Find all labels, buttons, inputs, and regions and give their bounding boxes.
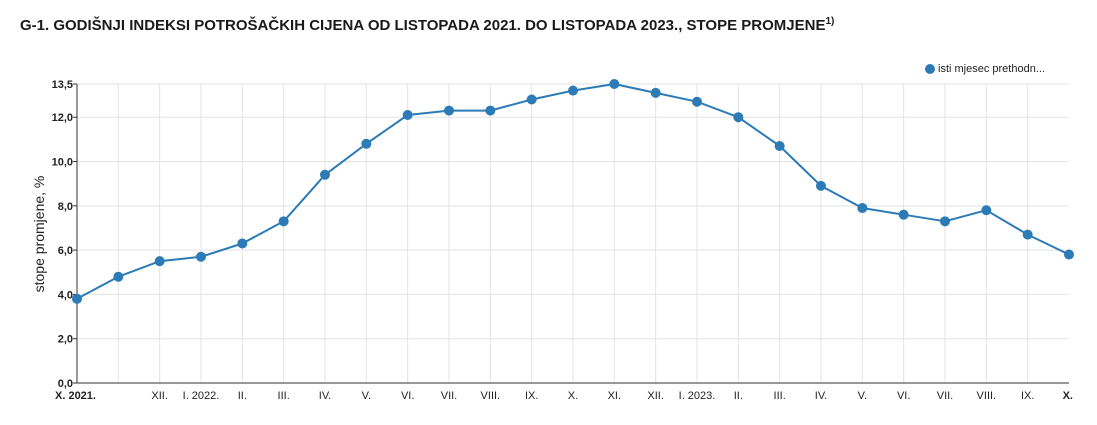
x-tick-labels: X. 2021. XII. I. 2022. II. III. IV. V. VI. VII. V…	[55, 390, 1073, 402]
x-tick-label: III.	[278, 390, 290, 402]
gridlines	[77, 83, 1069, 383]
data-point[interactable]	[898, 209, 909, 220]
x-tick-label: I. 2022.	[183, 390, 220, 402]
x-tick-label: VI.	[897, 390, 910, 402]
x-tick-label: XI.	[608, 390, 621, 402]
y-tick-label: 6,0	[58, 245, 73, 257]
data-point[interactable]	[940, 216, 950, 227]
x-tick-label: II.	[238, 390, 247, 402]
x-tick-label: IX.	[1021, 390, 1034, 402]
x-tick-label: IX.	[525, 390, 538, 402]
data-point[interactable]	[650, 87, 661, 98]
data-point[interactable]	[526, 94, 537, 105]
y-tick-label: 4,0	[58, 289, 73, 301]
x-tick-label: VII.	[937, 390, 954, 402]
y-tick-label: 8,0	[58, 201, 73, 213]
data-point[interactable]	[196, 251, 206, 262]
data-point[interactable]	[278, 216, 289, 227]
data-point[interactable]	[981, 205, 992, 216]
data-point[interactable]	[568, 85, 578, 96]
data-point[interactable]	[154, 256, 165, 267]
x-tick-label: V.	[858, 390, 867, 402]
x-tick-label: X. 2021.	[55, 390, 96, 402]
data-point[interactable]	[113, 271, 124, 282]
data-point[interactable]	[402, 110, 413, 121]
x-tick-label: VI.	[401, 390, 414, 402]
x-tick-label: V.	[362, 390, 371, 402]
data-point[interactable]	[1064, 249, 1074, 260]
x-tick-label: II.	[734, 390, 743, 402]
data-point[interactable]	[692, 96, 702, 107]
chart-title-footnote-marker: 1)	[825, 16, 835, 27]
data-point[interactable]	[816, 180, 826, 191]
series	[72, 79, 1074, 304]
x-tick-label: IV.	[319, 390, 331, 402]
data-point[interactable]	[320, 169, 330, 180]
x-tick-label: III.	[774, 390, 786, 402]
x-tick-label: XII.	[647, 390, 664, 402]
y-tick-label: 10,0	[52, 157, 73, 169]
data-point[interactable]	[733, 112, 744, 123]
chart-title-text: G-1. GODIŠNJI INDEKSI POTROŠAČKIH CIJENA…	[20, 17, 826, 34]
data-point[interactable]	[444, 105, 454, 116]
x-tick-label: IV.	[815, 390, 827, 402]
data-point[interactable]	[485, 105, 496, 116]
x-tick-label: X.	[1063, 390, 1073, 402]
x-tick-label: I. 2023.	[679, 390, 716, 402]
y-tick-labels: 0,0 2,0 4,0 6,0 8,0 10,0 12,0 13,5	[52, 79, 73, 390]
x-tick-label: VIII.	[977, 390, 997, 402]
y-axis-title: stope promjene, %	[31, 175, 47, 293]
x-tick-label: VII.	[441, 390, 458, 402]
chart-title: G-1. GODIŠNJI INDEKSI POTROŠAČKIH CIJENA…	[20, 16, 834, 34]
data-point[interactable]	[1022, 229, 1033, 240]
data-point[interactable]	[72, 293, 82, 304]
data-point[interactable]	[361, 138, 372, 149]
y-tick-label: 13,5	[52, 79, 73, 91]
y-tick-label: 12,0	[52, 112, 73, 124]
x-tick-label: X.	[568, 390, 578, 402]
data-point[interactable]	[609, 79, 620, 89]
x-tick-label: XII.	[151, 390, 168, 402]
data-point[interactable]	[857, 203, 868, 214]
x-tick-label: VIII.	[481, 390, 501, 402]
y-tick-label: 2,0	[58, 334, 73, 346]
data-point[interactable]	[774, 141, 785, 152]
data-point[interactable]	[237, 238, 248, 249]
legend-marker	[925, 64, 935, 74]
legend-label: isti mjesec prethodn...	[938, 63, 1045, 75]
axes	[73, 83, 1069, 384]
legend[interactable]: isti mjesec prethodn...	[925, 63, 1045, 75]
y-tick-label: 0,0	[58, 378, 73, 390]
